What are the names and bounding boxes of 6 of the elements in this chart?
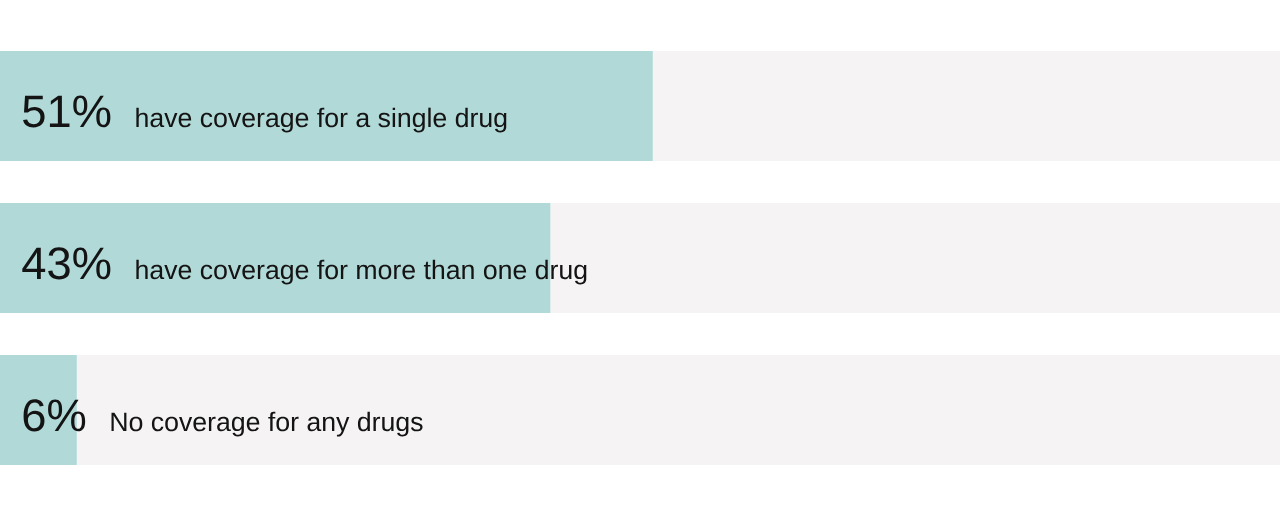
data-label: 43%: [22, 247, 111, 280]
y-tick-label: have coverage for more than one drug: [136, 259, 587, 285]
y-tick-label: have coverage for a single drug: [136, 107, 507, 133]
data-label: 51%: [23, 95, 111, 128]
data-label: 6%: [23, 399, 86, 432]
y-tick-label: No coverage for any drugs: [111, 411, 423, 437]
